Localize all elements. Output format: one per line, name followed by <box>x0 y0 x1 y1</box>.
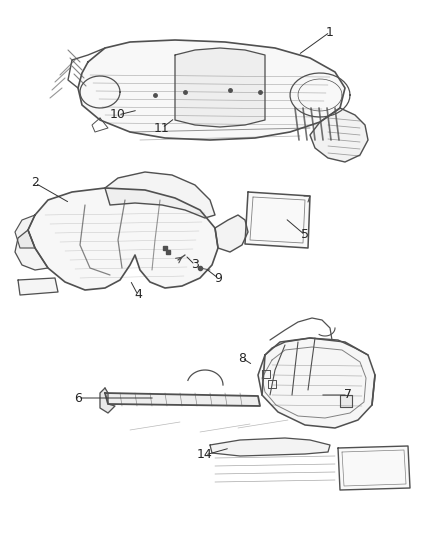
Text: 8: 8 <box>238 351 246 365</box>
Text: 10: 10 <box>110 109 126 122</box>
Polygon shape <box>338 446 410 490</box>
Polygon shape <box>78 40 345 140</box>
Polygon shape <box>310 108 368 162</box>
Text: 14: 14 <box>197 448 213 462</box>
Polygon shape <box>215 215 248 252</box>
Text: 11: 11 <box>154 122 170 134</box>
Polygon shape <box>18 278 58 295</box>
Polygon shape <box>15 215 35 248</box>
Text: 5: 5 <box>301 229 309 241</box>
Polygon shape <box>100 388 115 413</box>
Text: 9: 9 <box>214 271 222 285</box>
Polygon shape <box>28 188 218 290</box>
Polygon shape <box>258 338 375 428</box>
Text: 1: 1 <box>326 26 334 38</box>
Polygon shape <box>175 48 265 127</box>
Polygon shape <box>210 438 330 456</box>
Polygon shape <box>245 192 310 248</box>
Text: 4: 4 <box>134 288 142 302</box>
Text: 3: 3 <box>191 259 199 271</box>
Text: 2: 2 <box>31 176 39 190</box>
Text: 7: 7 <box>344 389 352 401</box>
Polygon shape <box>105 393 260 406</box>
Polygon shape <box>340 395 352 407</box>
Text: 6: 6 <box>74 392 82 405</box>
Polygon shape <box>105 172 215 218</box>
Polygon shape <box>15 230 48 270</box>
